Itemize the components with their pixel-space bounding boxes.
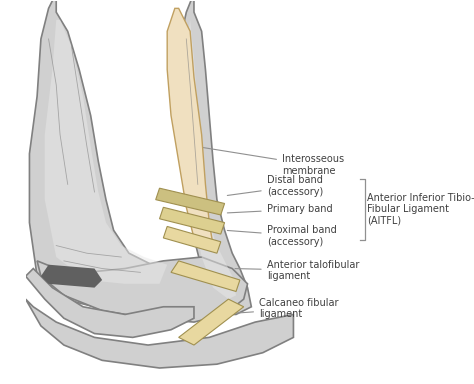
- Text: Calcaneo fibular
ligament: Calcaneo fibular ligament: [219, 298, 338, 319]
- Polygon shape: [41, 265, 102, 288]
- Polygon shape: [29, 0, 186, 307]
- Polygon shape: [160, 207, 225, 234]
- Polygon shape: [164, 227, 221, 253]
- Polygon shape: [179, 299, 244, 345]
- Text: Anterior talofibular
ligament: Anterior talofibular ligament: [235, 260, 359, 281]
- Polygon shape: [45, 20, 167, 284]
- Text: Distal band
(accessory): Distal band (accessory): [228, 175, 323, 197]
- Polygon shape: [186, 20, 236, 299]
- Polygon shape: [179, 0, 251, 314]
- Polygon shape: [26, 268, 194, 338]
- Text: Anterior Inferior Tibio-
Fibular Ligament
(AITFL): Anterior Inferior Tibio- Fibular Ligamen…: [367, 193, 474, 226]
- Polygon shape: [167, 8, 213, 245]
- Polygon shape: [155, 188, 225, 215]
- Polygon shape: [37, 257, 247, 322]
- Text: Interosseous
membrane: Interosseous membrane: [197, 147, 344, 176]
- Polygon shape: [171, 261, 240, 291]
- Polygon shape: [26, 299, 293, 368]
- Text: Primary band: Primary band: [228, 204, 332, 214]
- Text: Proximal band
(accessory): Proximal band (accessory): [228, 225, 337, 247]
